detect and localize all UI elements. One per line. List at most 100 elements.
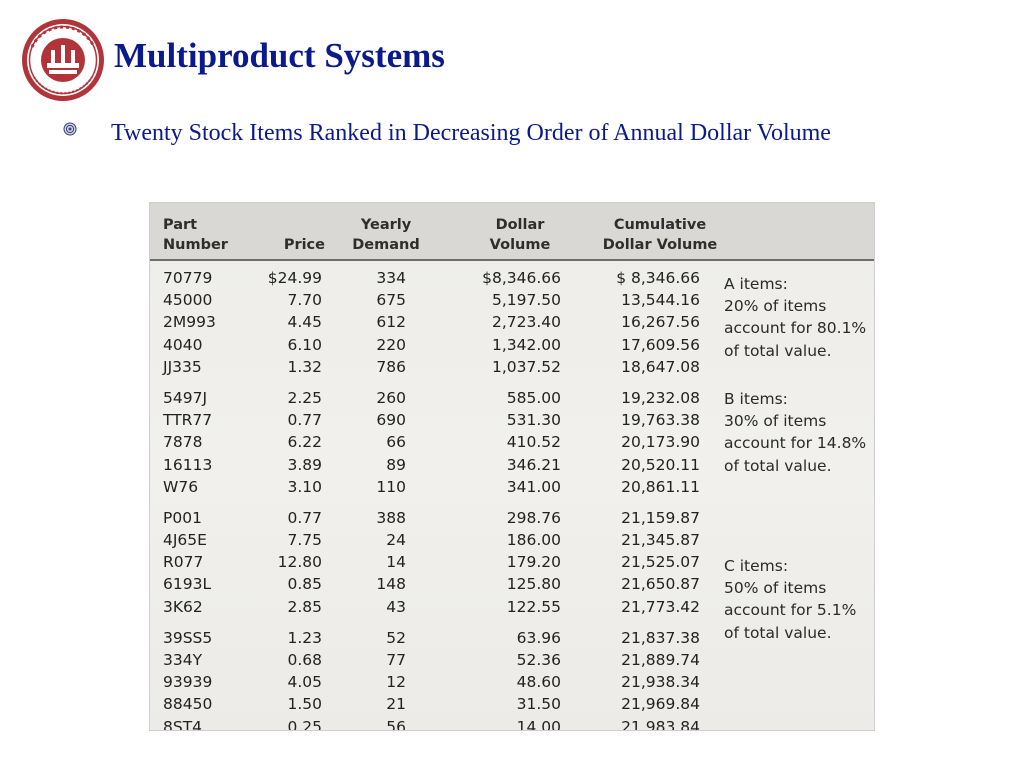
cell-dollar-volume: 2,723.40	[491, 313, 561, 332]
note-b-line: 30% of items	[724, 412, 827, 431]
header-price: Price	[261, 235, 325, 255]
cell-yearly-demand: 66	[386, 433, 406, 452]
cell-part-number: 6193L	[163, 575, 212, 594]
stock-items-table: Part Number Price Yearly Demand Dollar V…	[149, 202, 875, 731]
cell-yearly-demand: 148	[376, 575, 406, 594]
note-c-items: C items: 50% of items account for 5.1% o…	[724, 555, 856, 644]
table-row: 8ST4 0.25 56 14.00 21,983.84	[150, 716, 874, 731]
cell-cumulative-dollar-volume: 21,889.74	[621, 651, 700, 669]
table-row: 16113 3.89 89 346.21 20,520.11	[150, 454, 874, 476]
table-row: 45000 7.70 675 5,197.50 13,544.16	[150, 289, 874, 311]
cell-dollar-volume: 1,342.00	[491, 335, 561, 354]
table-header-band	[150, 203, 874, 259]
header-cumulative-line-2: Dollar Volume	[602, 237, 718, 253]
cell-part-number: 8ST4	[163, 717, 203, 731]
cell-cumulative-dollar-volume: 18,647.08	[621, 357, 700, 376]
cell-yearly-demand: 690	[376, 411, 406, 430]
target-bullet-icon	[63, 122, 77, 136]
cell-cumulative-dollar-volume: 21,159.87	[621, 508, 700, 527]
cell-part-number: 93939	[163, 673, 213, 692]
cell-yearly-demand: 43	[386, 597, 406, 616]
table-row: 4040 6.10 220 1,342.00 17,609.56	[150, 334, 874, 356]
cell-dollar-volume: 179.20	[506, 553, 561, 572]
cell-dollar-volume: 298.76	[506, 508, 561, 527]
cell-cumulative-dollar-volume: 19,232.08	[621, 388, 700, 407]
cell-price: 7.75	[287, 531, 322, 550]
cell-part-number: 4J65E	[163, 531, 207, 550]
table-row: 2M993 4.45 612 2,723.40 16,267.56	[150, 311, 874, 333]
cell-dollar-volume: 122.55	[506, 597, 561, 616]
cell-price: 2.85	[287, 597, 322, 616]
cell-part-number: 5497J	[163, 388, 208, 407]
slide-title: Multiproduct Systems	[114, 36, 445, 75]
header-part-line-1: Part	[163, 217, 198, 233]
cell-part-number: 7878	[163, 433, 203, 452]
header-volume-line-2: Volume	[489, 237, 551, 253]
table-row: W76 3.10 110 341.00 20,861.11	[150, 476, 874, 498]
cell-cumulative-dollar-volume: 21,525.07	[621, 553, 700, 572]
cell-dollar-volume: 410.52	[506, 433, 561, 452]
table-row: 93939 4.05 12 48.60 21,938.34	[150, 671, 874, 693]
table-row: TTR77 0.77 690 531.30 19,763.38	[150, 409, 874, 431]
table-row: 39SS5 1.23 52 63.96 21,837.38	[150, 627, 874, 649]
cell-price: 3.89	[287, 455, 322, 474]
cell-part-number: 70779	[163, 269, 213, 287]
cell-yearly-demand: 56	[386, 717, 406, 731]
cell-part-number: R077	[163, 553, 204, 572]
header-part-line-2: Number	[163, 237, 228, 253]
cell-price: 0.77	[287, 508, 322, 527]
cell-yearly-demand: 89	[386, 455, 406, 474]
note-c-line: of total value.	[724, 623, 832, 642]
table-row: 4J65E 7.75 24 186.00 21,345.87	[150, 529, 874, 551]
cell-price: 6.10	[287, 335, 322, 354]
cell-part-number: 3K62	[163, 597, 203, 616]
header-volume-line-1: Dollar	[495, 217, 545, 233]
cell-yearly-demand: 260	[376, 388, 406, 407]
cell-dollar-volume: 341.00	[506, 477, 561, 496]
cell-yearly-demand: 21	[386, 695, 406, 714]
cell-price: 1.32	[287, 357, 322, 376]
cell-part-number: TTR77	[163, 411, 213, 430]
cell-cumulative-dollar-volume: 21,969.84	[621, 695, 700, 714]
table-row: 5497J 2.25 260 585.00 19,232.08	[150, 387, 874, 409]
cell-yearly-demand: 675	[376, 291, 406, 310]
cell-dollar-volume: 186.00	[506, 531, 561, 550]
cell-yearly-demand: 52	[386, 628, 406, 647]
note-a-line: account for 80.1%	[724, 319, 867, 338]
table-row: 70779 $24.99 334 $8,346.66 $ 8,346.66	[150, 267, 874, 289]
table-row: 3K62 2.85 43 122.55 21,773.42	[150, 596, 874, 618]
cell-part-number: 39SS5	[163, 628, 213, 647]
cell-cumulative-dollar-volume: 21,773.42	[621, 597, 700, 616]
cell-cumulative-dollar-volume: 21,938.34	[621, 673, 700, 692]
cell-part-number: P001	[163, 508, 202, 527]
cell-cumulative-dollar-volume: 20,861.11	[621, 477, 700, 496]
cell-dollar-volume: 5,197.50	[491, 291, 561, 310]
header-rule	[150, 259, 874, 261]
table-row: JJ335 1.32 786 1,037.52 18,647.08	[150, 356, 874, 378]
table-row: 334Y 0.68 77 52.36 21,889.74	[150, 649, 874, 671]
note-c-line: C items:	[724, 557, 789, 575]
cell-price: $24.99	[267, 269, 322, 287]
table-row: 6193L 0.85 148 125.80 21,650.87	[150, 573, 874, 595]
university-seal-icon	[22, 19, 104, 101]
cell-yearly-demand: 14	[386, 553, 406, 572]
cell-price: 0.68	[287, 651, 322, 669]
cell-yearly-demand: 388	[376, 508, 406, 527]
cell-price: 1.50	[287, 695, 322, 714]
cell-cumulative-dollar-volume: 21,983.84	[621, 717, 700, 731]
cell-yearly-demand: 786	[376, 357, 406, 376]
cell-dollar-volume: 1,037.52	[491, 357, 561, 376]
cell-price: 2.25	[287, 388, 322, 407]
header-demand-line-2: Demand	[352, 237, 420, 253]
cell-cumulative-dollar-volume: 20,173.90	[621, 433, 700, 452]
cell-dollar-volume: 531.30	[506, 411, 561, 430]
cell-cumulative-dollar-volume: 13,544.16	[621, 291, 700, 310]
header-yearly-demand: Yearly Demand	[347, 215, 425, 255]
cell-part-number: 2M993	[163, 313, 216, 332]
cell-part-number: W76	[163, 477, 199, 496]
cell-yearly-demand: 12	[386, 673, 406, 692]
cell-price: 0.77	[287, 411, 322, 430]
header-cumulative-line-1: Cumulative	[613, 217, 707, 233]
table-row: P001 0.77 388 298.76 21,159.87	[150, 507, 874, 529]
